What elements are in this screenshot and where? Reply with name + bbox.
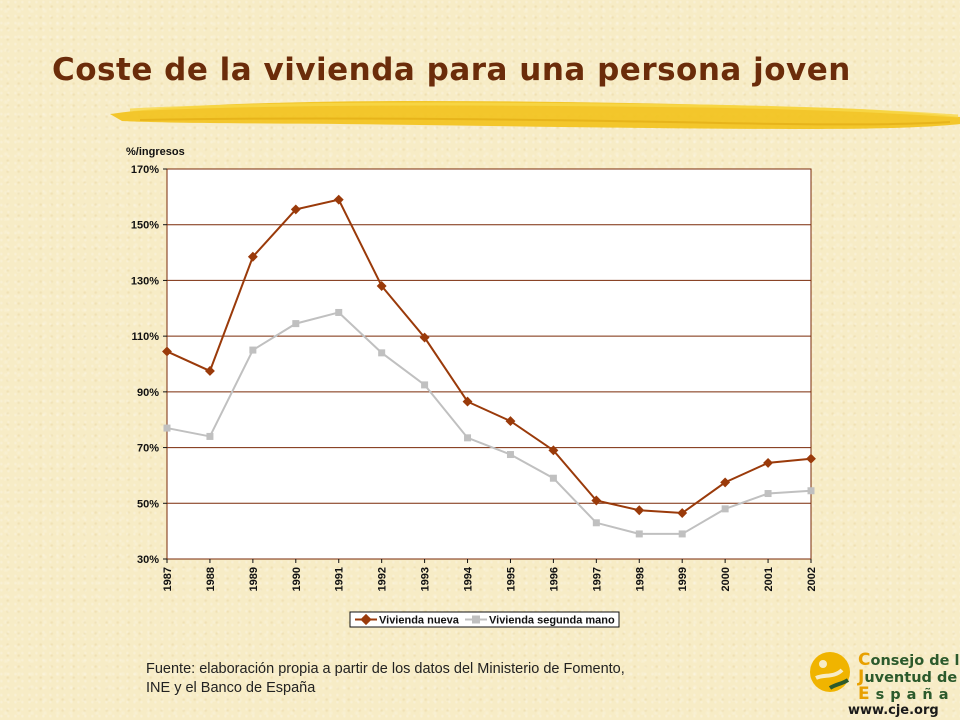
title-underline-brush [110,101,960,129]
data-point-segunda [206,432,214,440]
data-point-nueva [677,508,688,518]
legend-marker-nueva [360,613,372,626]
x-tick-label: 2001 [763,567,775,591]
housing-cost-line-chart: %/ingresos 170%150%130%110%90%70%50%30% … [126,146,818,628]
series-line-segunda [166,311,812,535]
y-tick-label: 170% [131,164,159,176]
data-point-segunda [678,530,686,538]
data-point-segunda [721,505,729,513]
data-point-segunda [464,434,472,442]
cje-emblem-icon [810,652,850,692]
source-line-1: Fuente: elaboración propia a partir de l… [146,661,625,677]
data-point-nueva [763,457,774,468]
data-point-nueva [162,346,172,357]
x-tick-label: 1994 [463,566,475,591]
x-tick-label: 1998 [634,567,646,591]
data-point-segunda [807,487,815,495]
series-line-nueva [166,198,812,515]
logo-text-line-3: España [858,684,955,704]
y-tick-label: 70% [137,443,159,455]
x-tick-label: 2002 [806,567,818,591]
y-axis-label: %/ingresos [126,146,185,158]
y-tick-label: 30% [137,554,159,566]
y-tick-label: 50% [137,498,159,510]
logo-text-line-2: Juventud de [858,667,958,687]
x-tick-label: 1988 [205,567,217,591]
data-point-nueva [204,366,215,376]
y-tick-label: 110% [131,331,159,343]
data-point-nueva [806,453,816,464]
x-tick-label: 1993 [420,567,432,591]
data-point-nueva [376,281,387,291]
x-tick-label: 1991 [334,567,346,591]
data-point-nueva [548,445,559,456]
data-point-nueva [720,477,731,488]
x-tick-label: 1987 [162,567,174,591]
data-point-nueva [634,505,645,516]
data-point-segunda [378,349,386,357]
data-point-segunda [421,381,429,389]
data-point-nueva [505,416,516,427]
x-tick-label: 1995 [505,567,517,591]
data-point-segunda [292,320,300,328]
y-tick-label: 90% [137,387,159,399]
data-point-nueva [333,194,344,205]
x-tick-label: 1997 [591,567,603,591]
legend-label-segunda: Vivienda segunda mano [489,615,615,627]
data-point-segunda [764,490,772,498]
x-tick-label: 1992 [377,567,389,591]
x-tick-label: 1990 [291,567,303,591]
data-point-segunda [506,451,514,459]
chart-legend: Vivienda nueva Vivienda segunda mano [349,611,620,628]
source-note: Fuente: elaboración propia a partir de l… [146,660,706,698]
cje-logo: Consejo de la Juventud de España www.cje… [806,648,960,720]
data-point-segunda [549,474,557,482]
data-point-segunda [635,530,643,538]
y-tick-label: 150% [131,220,159,232]
data-point-nueva [290,204,301,215]
x-tick-label: 1999 [677,567,689,591]
data-point-segunda [249,346,257,354]
legend-marker-segunda [472,615,480,624]
plot-area [166,168,812,560]
data-point-segunda [592,519,600,527]
data-point-segunda [163,424,171,432]
data-point-nueva [591,495,602,506]
data-point-nueva [462,396,473,407]
data-point-nueva [247,251,258,262]
legend-label-nueva: Vivienda nueva [379,615,460,627]
data-point-segunda [335,308,343,316]
source-line-2: INE y el Banco de España [146,680,316,696]
x-tick-label: 1996 [548,567,560,591]
x-tick-label: 1989 [248,567,260,591]
data-point-nueva [419,332,430,343]
logo-text-line-1: Consejo de la [858,650,960,670]
logo-url[interactable]: www.cje.org [848,703,939,718]
x-tick-label: 2000 [720,567,732,591]
slide-title: Coste de la vivienda para una persona jo… [52,52,851,88]
y-tick-label: 130% [131,275,159,287]
